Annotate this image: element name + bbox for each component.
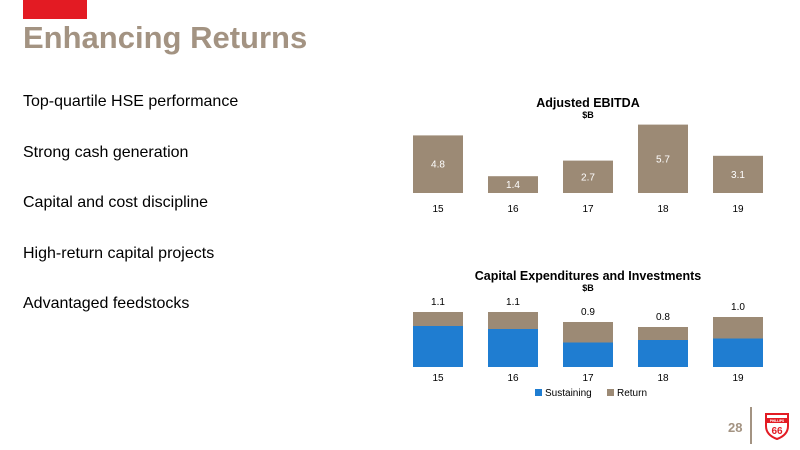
- x-tick-18: 18: [657, 373, 669, 384]
- bar-sustaining-16: [488, 329, 538, 367]
- bullet-item: Top-quartile HSE performance: [23, 93, 239, 110]
- bullet-list: Top-quartile HSE performance Strong cash…: [23, 92, 238, 345]
- data-label-19: 3.1: [731, 170, 745, 181]
- legend-swatch-return: [607, 389, 614, 396]
- bar-16: [488, 176, 538, 193]
- x-tick-18: 18: [657, 204, 669, 215]
- bullet-item: Capital and cost discipline: [23, 194, 208, 211]
- x-tick-17: 17: [582, 373, 594, 384]
- footer-divider: [750, 407, 752, 444]
- page-number: 28: [728, 420, 743, 435]
- bar-return-16: [488, 312, 538, 329]
- bullet-item: Advantaged feedstocks: [23, 295, 190, 312]
- legend-swatch-sustaining: [535, 389, 542, 396]
- bar-15: [413, 135, 463, 193]
- data-label-17: 2.7: [581, 172, 595, 183]
- x-tick-16: 16: [507, 373, 519, 384]
- x-tick-19: 19: [732, 373, 744, 384]
- adjusted-ebitda-chart: Adjusted EBITDA $B 4.8 1.4 2.7 5.7 3.1 15 16 1…: [413, 96, 763, 215]
- total-label-15: 1.1: [431, 297, 445, 308]
- bullet-item: Strong cash generation: [23, 143, 189, 161]
- legend-label-return: Return: [617, 388, 647, 399]
- total-label-18: 0.8: [656, 312, 670, 323]
- bullet-item: High-return capital projects: [23, 244, 215, 262]
- chart-unit: $B: [582, 283, 594, 293]
- data-label-16: 1.4: [506, 180, 520, 191]
- chart-legend: Sustaining Return: [535, 388, 647, 399]
- chart-title: Capital Expenditures and Investments: [475, 269, 701, 283]
- bar-sustaining-18: [638, 340, 688, 367]
- chart-unit: $B: [582, 110, 594, 120]
- legend-label-sustaining: Sustaining: [545, 388, 592, 399]
- x-tick-19: 19: [732, 204, 744, 215]
- total-label-19: 1.0: [731, 302, 745, 313]
- svg-text:66: 66: [771, 426, 783, 437]
- x-tick-15: 15: [432, 204, 444, 215]
- page-title: Enhancing Returns: [23, 20, 308, 55]
- bar-18: [638, 124, 688, 193]
- chart-title: Adjusted EBITDA: [536, 96, 639, 110]
- accent-bar: [23, 0, 87, 19]
- bar-return-15: [413, 312, 463, 326]
- x-tick-15: 15: [432, 373, 444, 384]
- bar-19: [713, 155, 763, 193]
- bar-17: [563, 160, 613, 193]
- x-tick-17: 17: [582, 204, 594, 215]
- capex-chart: Capital Expenditures and Investments $B …: [413, 269, 763, 399]
- total-label-16: 1.1: [506, 297, 520, 308]
- bar-sustaining-19: [713, 338, 763, 367]
- phillips66-logo: PHILLIPS 66: [765, 413, 789, 440]
- x-tick-16: 16: [507, 204, 519, 215]
- svg-text:PHILLIPS: PHILLIPS: [770, 419, 784, 423]
- bar-return-17: [563, 322, 613, 343]
- bar-return-19: [713, 317, 763, 339]
- data-label-18: 5.7: [656, 154, 670, 165]
- bar-return-18: [638, 327, 688, 340]
- bar-sustaining-15: [413, 326, 463, 367]
- bar-sustaining-17: [563, 342, 613, 367]
- total-label-17: 0.9: [581, 307, 595, 318]
- data-label-15: 4.8: [431, 160, 445, 171]
